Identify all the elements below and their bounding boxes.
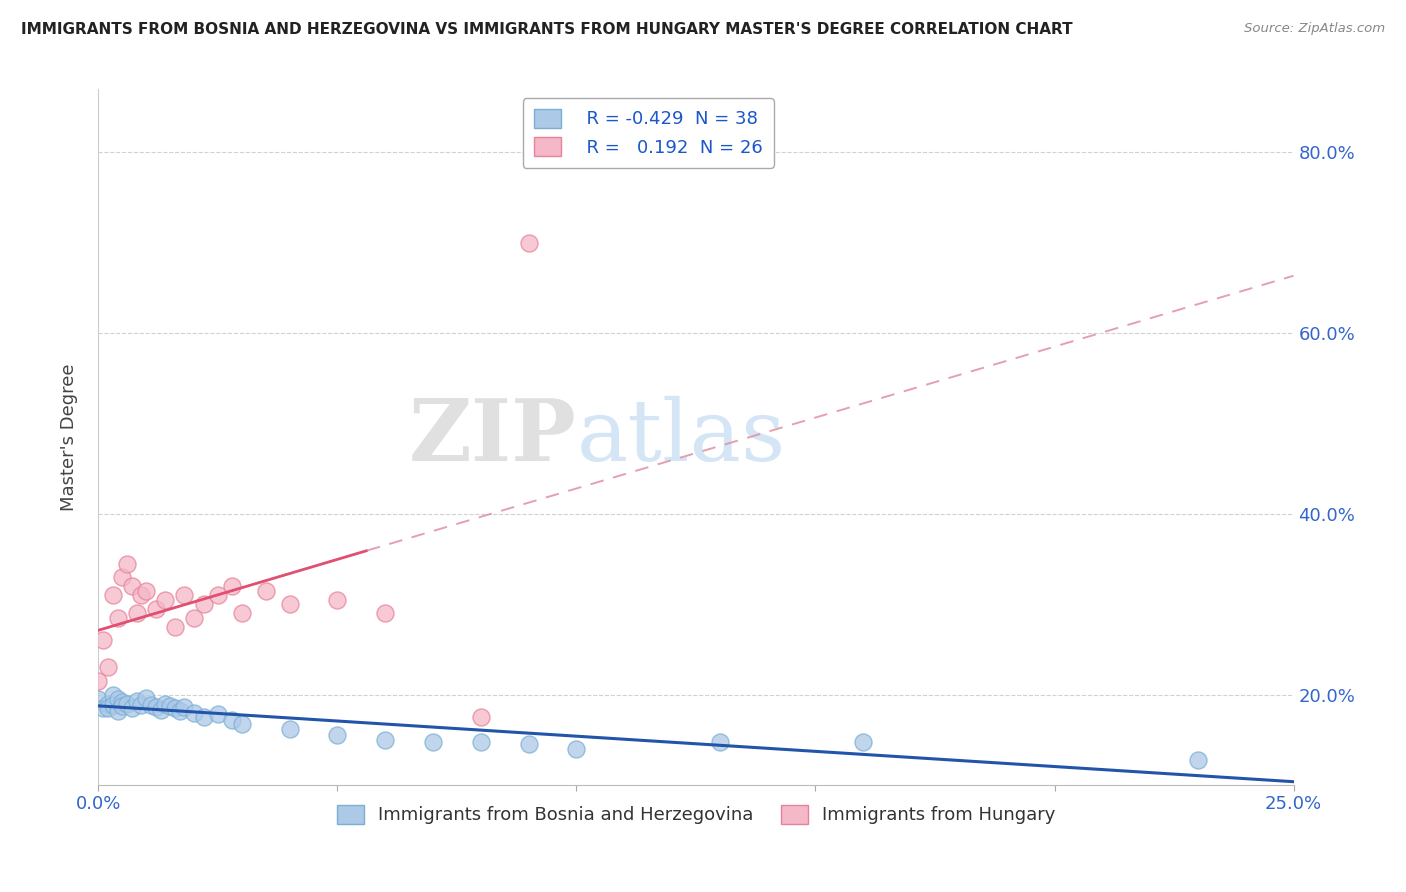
Point <box>111 570 134 584</box>
Point <box>107 704 129 718</box>
Point <box>87 674 110 689</box>
Point <box>159 699 181 714</box>
Point <box>125 694 148 708</box>
Point <box>155 592 177 607</box>
Point <box>326 592 349 607</box>
Legend: Immigrants from Bosnia and Herzegovina, Immigrants from Hungary: Immigrants from Bosnia and Herzegovina, … <box>329 797 1063 831</box>
Point <box>107 611 129 625</box>
Point <box>131 588 153 602</box>
Point <box>326 728 349 742</box>
Point <box>517 737 540 751</box>
Point <box>470 734 492 748</box>
Point <box>91 633 114 648</box>
Point <box>193 597 215 611</box>
Point <box>169 704 191 718</box>
Point <box>278 722 301 736</box>
Point <box>87 692 110 706</box>
Point <box>131 698 153 713</box>
Point <box>107 692 129 706</box>
Point <box>97 660 120 674</box>
Point <box>135 691 157 706</box>
Point <box>231 716 253 731</box>
Point <box>517 235 540 250</box>
Point <box>221 579 243 593</box>
Point <box>374 607 396 621</box>
Text: ZIP: ZIP <box>409 395 576 479</box>
Point <box>155 697 177 711</box>
Point <box>163 701 186 715</box>
Point <box>374 732 396 747</box>
Point <box>422 734 444 748</box>
Point <box>91 701 114 715</box>
Point <box>1187 753 1209 767</box>
Point <box>139 698 162 712</box>
Point <box>125 607 148 621</box>
Y-axis label: Master's Degree: Master's Degree <box>59 363 77 511</box>
Text: IMMIGRANTS FROM BOSNIA AND HERZEGOVINA VS IMMIGRANTS FROM HUNGARY MASTER'S DEGRE: IMMIGRANTS FROM BOSNIA AND HERZEGOVINA V… <box>21 22 1073 37</box>
Point <box>145 700 167 714</box>
Point <box>254 583 277 598</box>
Point <box>149 703 172 717</box>
Point <box>97 701 120 715</box>
Point <box>101 688 124 702</box>
Point <box>278 597 301 611</box>
Point <box>115 557 138 571</box>
Point <box>207 707 229 722</box>
Point <box>115 697 138 711</box>
Point <box>565 741 588 756</box>
Point <box>231 607 253 621</box>
Point <box>173 588 195 602</box>
Point <box>97 697 120 711</box>
Point <box>121 579 143 593</box>
Point <box>193 710 215 724</box>
Point <box>111 695 134 709</box>
Point <box>145 601 167 615</box>
Text: atlas: atlas <box>576 395 786 479</box>
Point <box>121 701 143 715</box>
Point <box>183 706 205 720</box>
Text: Source: ZipAtlas.com: Source: ZipAtlas.com <box>1244 22 1385 36</box>
Point <box>470 710 492 724</box>
Point <box>173 700 195 714</box>
Point <box>101 588 124 602</box>
Point <box>111 699 134 714</box>
Point <box>207 588 229 602</box>
Point <box>221 713 243 727</box>
Point <box>709 734 731 748</box>
Point <box>135 583 157 598</box>
Point <box>101 698 124 713</box>
Point <box>163 620 186 634</box>
Point <box>183 611 205 625</box>
Point <box>852 734 875 748</box>
